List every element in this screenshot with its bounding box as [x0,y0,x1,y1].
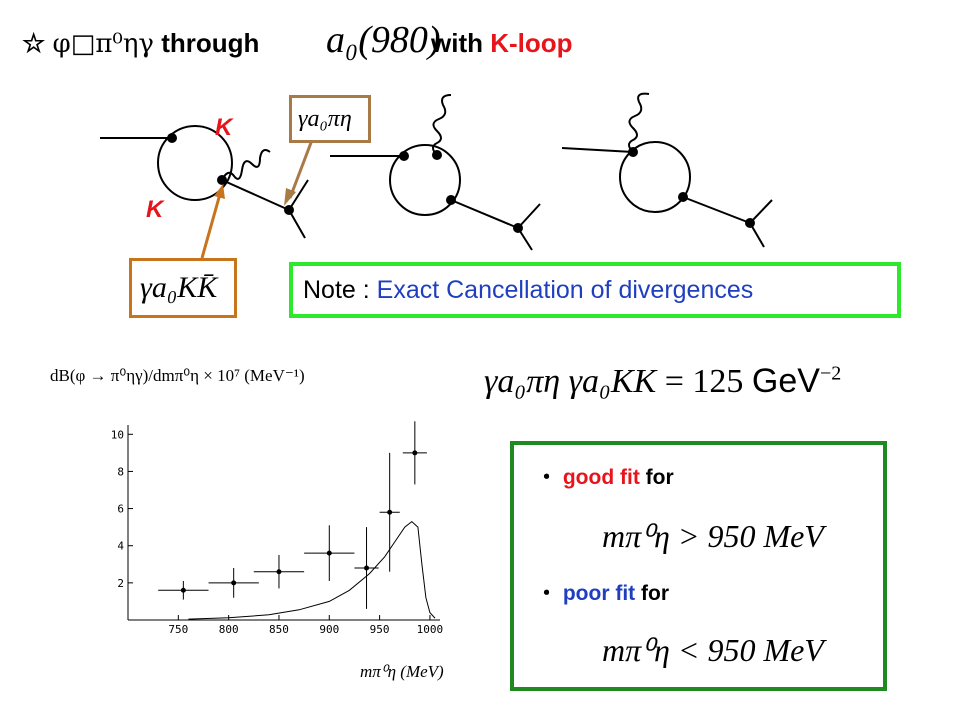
a0-line-2 [450,199,519,229]
good-fit-condition: mπ⁰η > 950 MeV [602,518,824,554]
chart-ylabel: dB(φ → π⁰ηγ)/dmπ⁰η × 10⁷ (MeV⁻¹) [50,366,305,385]
coupling-a0kk: γa₀KK̄ [140,271,218,304]
vertex [745,218,755,228]
data-point [364,565,370,571]
with-word: with [431,28,483,58]
poor-fit-for: for [641,582,669,605]
bullet: ・ [536,466,557,489]
good-fit-for: for [645,466,674,489]
photon-1 [221,149,271,181]
bullet: ・ [536,582,557,605]
vertex [432,150,442,160]
x-tick-label: 900 [319,623,339,636]
x-tick-label: 1000 [417,623,444,636]
good-fit-line: ・ good fit for [536,461,674,491]
vertex [217,175,227,185]
note-prefix: Note : [303,276,377,304]
poor-fit-label: poor fit [562,582,636,605]
y-tick-label: 6 [117,503,124,516]
vertex [167,133,177,143]
vertex [446,195,456,205]
kaon-label-top: K [215,114,234,141]
kloop-phrase: with K-loop [431,28,573,59]
kaon-loop-1 [157,125,233,201]
fit-quality-box: ・ good fit for mπ⁰η > 950 MeV ・ poor fit… [510,441,887,691]
y-tick-label: 10 [111,428,124,441]
data-point [412,450,418,456]
a0-line-3 [682,196,751,224]
kaon-loop-2 [389,144,461,216]
coupling-unit: GeV [751,362,820,400]
coupling-box-a0kk: γa₀KK̄ [129,258,237,318]
feynman-diagrams: K K [100,92,773,259]
process-formula: φ□π⁰ηγ [52,29,154,59]
coupling-box-a0pieta: γa₀πη [289,95,371,143]
chart-xlabel: mπ⁰η (MeV) [360,662,444,681]
theory-curve [188,520,436,620]
data-point [387,509,393,515]
star-bullet: ☆ [22,28,46,58]
y-tick-label: 4 [117,540,124,553]
pi-line-1 [288,179,309,211]
eta-line-1 [288,209,306,239]
note-text: Exact Cancellation of divergences [376,276,754,304]
vertex [678,192,688,202]
coupling-product-lhs: γa₀πη γa₀KK [484,363,657,400]
chart-plot: 2 4 6 8 10 750 800 850 900 950 1000 [111,421,444,636]
slide-title: ☆ φ□π⁰ηγ through [22,28,259,59]
phi-line-3 [561,147,634,153]
good-fit-label: good fit [562,466,640,489]
x-tick-label: 800 [219,623,239,636]
kloop-word: K-loop [490,28,573,58]
equals-sign: = [664,363,684,400]
y-tick-label: 2 [117,577,124,590]
arrow-a0pieta [288,139,314,199]
a0-line-1 [221,179,290,211]
vertex [513,223,523,233]
kaon-label-bottom: K [146,196,165,223]
arrow-head-a0kk [214,184,225,199]
y-tick-label: 8 [117,465,124,478]
data-point [326,550,332,556]
x-tick-label: 950 [370,623,390,636]
kaon-loop-3 [619,141,691,213]
arrow-head-a0pieta [284,188,296,206]
x-tick-label: 750 [168,623,188,636]
coupling-product-equation: γa₀πη γa₀KK = 125 GeV−2 [484,362,841,401]
x-tick-label: 850 [269,623,289,636]
photon-3 [628,92,650,153]
pi-line-2 [517,203,541,229]
coupling-a0pieta: γa₀πη [298,106,352,132]
poor-fit-line: ・ poor fit for [536,577,669,607]
note-box: Note : Exact Cancellation of divergences [289,262,901,318]
coupling-value: 125 [692,363,744,400]
data-point [180,587,186,593]
through-word: through [161,28,260,58]
a0-resonance-label: a₀(980) [326,19,441,61]
vertex [628,147,638,157]
vertex [284,205,294,215]
arrow-a0kk [200,193,222,259]
vertex [399,151,409,161]
coupling-exponent: −2 [819,362,842,385]
poor-fit-condition: mπ⁰η < 950 MeV [602,632,824,668]
data-point [276,569,282,575]
photon-2 [432,94,452,156]
pi-line-3 [749,199,773,224]
data-point [231,580,237,586]
